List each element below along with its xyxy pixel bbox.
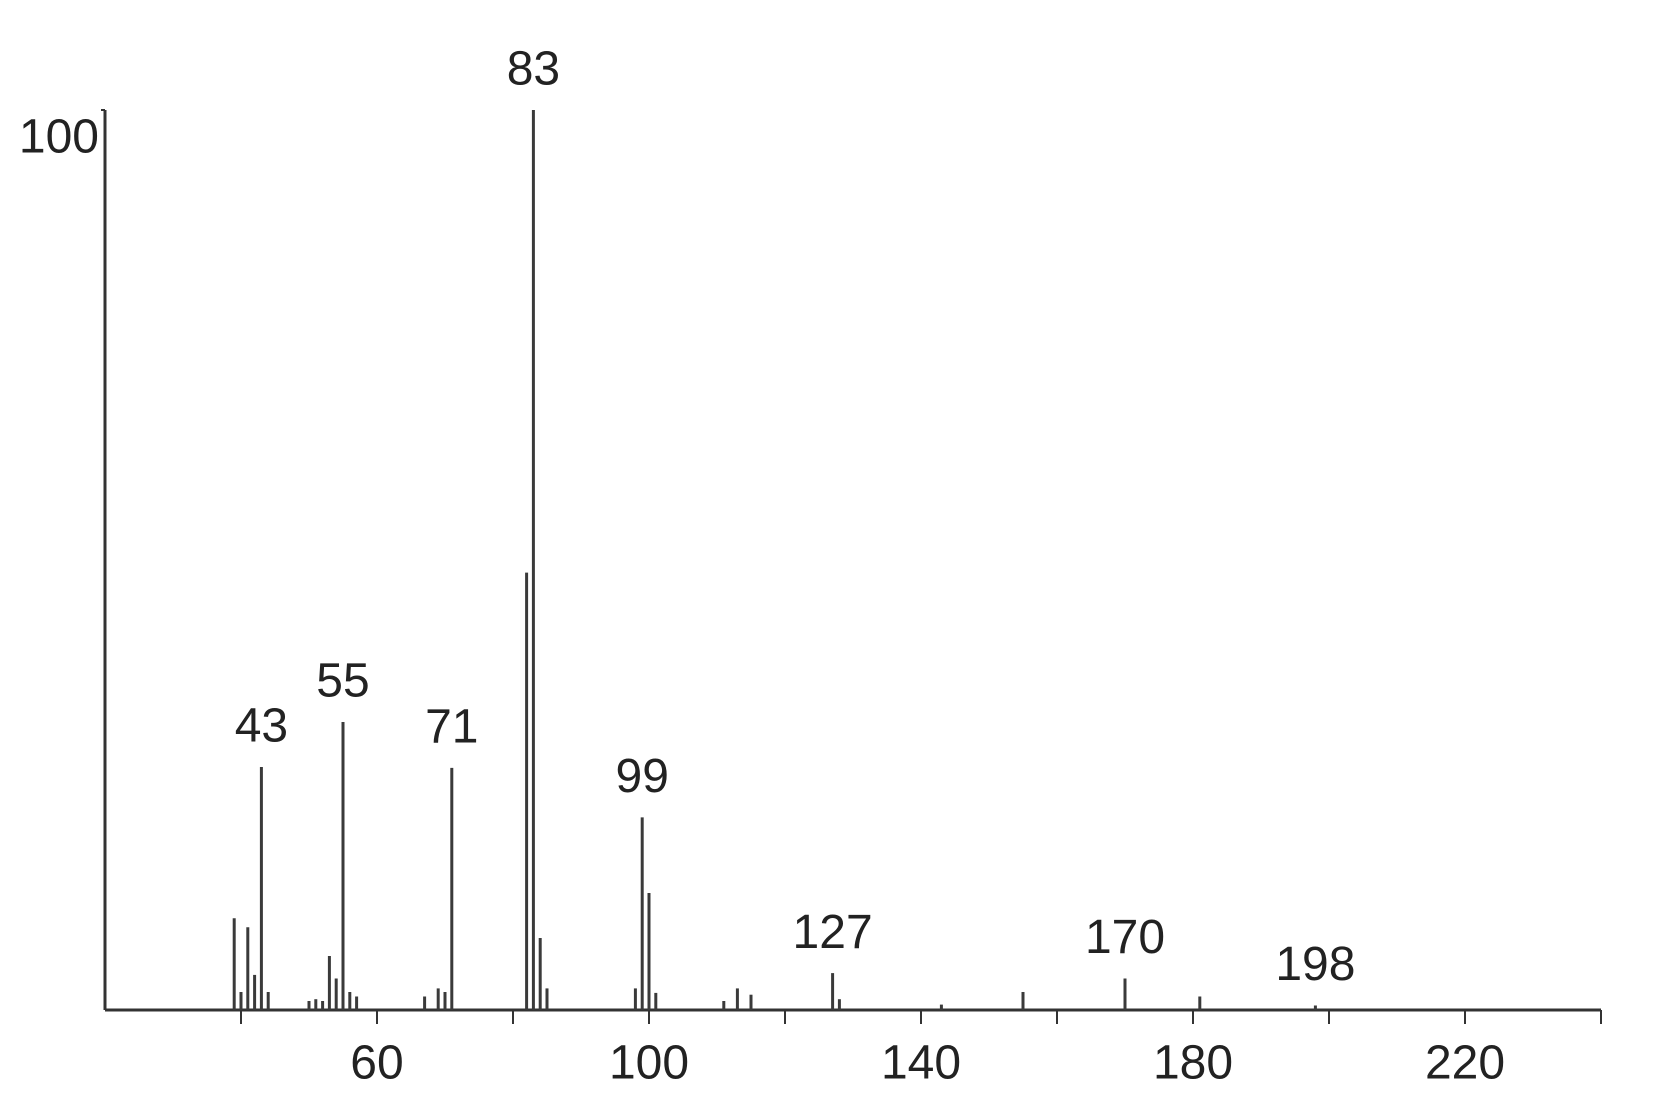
peak-label: 83 <box>507 43 560 96</box>
x-tick-label: 140 <box>881 1037 961 1090</box>
peak-label: 55 <box>316 655 369 708</box>
y-tick-label: 100 <box>19 111 99 164</box>
peak-label: 71 <box>425 701 478 754</box>
x-tick-label: 220 <box>1425 1037 1505 1090</box>
x-tick-label: 180 <box>1153 1037 1233 1090</box>
peak-label: 99 <box>616 750 669 803</box>
x-tick-label: 60 <box>350 1037 403 1090</box>
peak-label: 198 <box>1275 938 1355 991</box>
peak-label: 170 <box>1085 911 1165 964</box>
peak-label: 127 <box>793 906 873 959</box>
peak-label: 43 <box>235 700 288 753</box>
x-tick-label: 100 <box>609 1037 689 1090</box>
